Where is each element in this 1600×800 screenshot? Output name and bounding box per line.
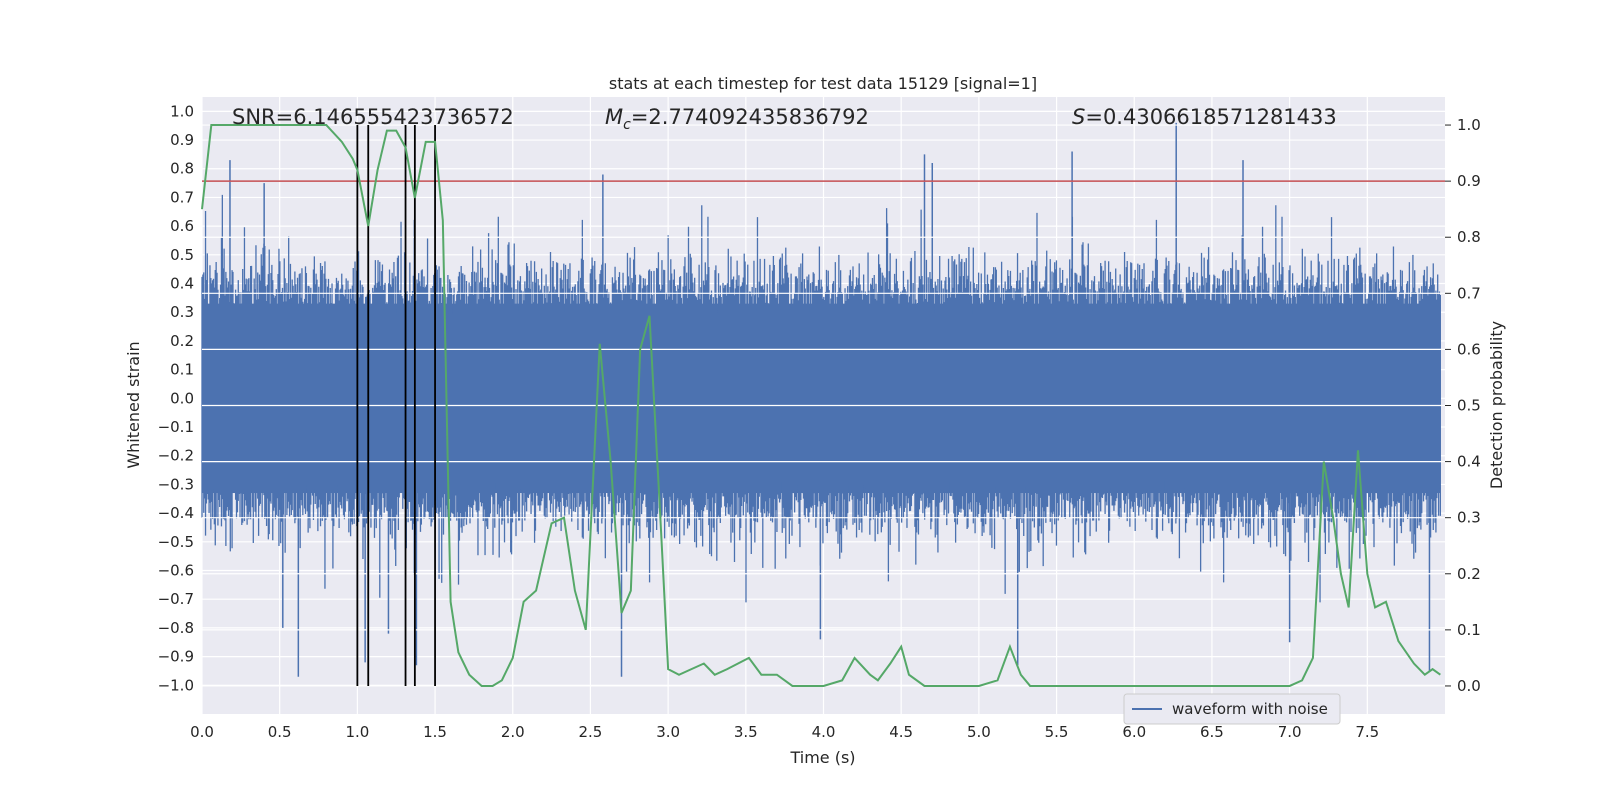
y-left-tick-label: 0.1	[170, 361, 194, 379]
x-tick-label: 0.5	[268, 723, 292, 741]
y-left-tick-label: 1.0	[170, 102, 194, 120]
x-tick-label: 5.5	[1045, 723, 1069, 741]
s-annotation: S=0.4306618571281433	[1072, 105, 1337, 129]
y-left-tick-label: 0.4	[170, 275, 194, 293]
chirp-mass-subscript: c	[623, 117, 631, 133]
snr-annotation: SNR=6.146555423736572	[232, 105, 514, 129]
y-left-tick-label: −0.4	[158, 504, 194, 522]
x-tick-label: 1.0	[345, 723, 369, 741]
y-left-tick-label: −0.6	[158, 562, 194, 580]
y-left-tick-label: 0.9	[170, 131, 194, 149]
x-tick-label: 7.0	[1278, 723, 1302, 741]
y-right-tick-label: 0.7	[1457, 284, 1481, 302]
chart-title: stats at each timestep for test data 151…	[609, 74, 1037, 93]
x-tick-label: 6.0	[1122, 723, 1146, 741]
x-tick-label: 0.0	[190, 723, 214, 741]
s-value: =0.4306618571281433	[1085, 105, 1336, 129]
x-tick-label: 4.5	[889, 723, 913, 741]
y-left-tick-label: 0.6	[170, 217, 194, 235]
y-right-tick-label: 0.4	[1457, 453, 1481, 471]
y-right-tick-label: 0.2	[1457, 565, 1481, 583]
detection-probability-line	[201, 124, 1441, 687]
y-right-tick-label: 0.1	[1457, 621, 1481, 639]
y-left-tick-label: −0.8	[158, 619, 194, 637]
y-left-tick-label: −1.0	[158, 676, 194, 694]
x-tick-label: 5.0	[967, 723, 991, 741]
y-left-tick-label: 0.0	[170, 389, 194, 407]
y-left-tick-label: −0.1	[158, 418, 194, 436]
y-right-tick-label: 0.8	[1457, 228, 1481, 246]
y-axis-left-label: Whitened strain	[124, 341, 143, 468]
left-y-axis-ticks: 1.0 0.9 0.8 0.7 0.6 0.5 0.4 0.3 0.2 0.1 0.0 −0.1 −0.…	[158, 102, 194, 694]
s-symbol: S	[1072, 105, 1085, 129]
detection-probability-series	[201, 124, 1441, 687]
y-left-tick-label: 0.7	[170, 188, 194, 206]
x-tick-label: 3.0	[656, 723, 680, 741]
x-axis-label: Time (s)	[789, 748, 855, 767]
vertical-markers	[356, 125, 436, 686]
y-right-tick-label: 0.5	[1457, 397, 1481, 415]
waveform-noise	[201, 194, 1441, 603]
x-tick-label: 7.5	[1355, 723, 1379, 741]
y-right-tick-label: 0.0	[1457, 677, 1481, 695]
legend-box	[1123, 693, 1341, 725]
legend: waveform with noise	[1123, 693, 1341, 725]
y-left-tick-label: 0.8	[170, 160, 194, 178]
x-tick-label: 2.0	[501, 723, 525, 741]
y-left-tick-label: 0.5	[170, 246, 194, 264]
legend-label: waveform with noise	[1172, 700, 1328, 718]
y-left-tick-label: 0.3	[170, 303, 194, 321]
y-left-tick-label: −0.9	[158, 648, 194, 666]
x-axis-ticks: 0.0 0.5 1.0 1.5 2.0 2.5 3.0 3.5 4.0 4.5 5.0 5.5 6.0 6…	[190, 723, 1379, 741]
y-right-tick-label: 0.9	[1457, 172, 1481, 190]
x-tick-label: 1.5	[423, 723, 447, 741]
x-tick-label: 2.5	[579, 723, 603, 741]
y-right-tick-label: 1.0	[1457, 116, 1481, 134]
y-right-tick-label: 0.6	[1457, 340, 1481, 358]
y-left-tick-label: −0.5	[158, 533, 194, 551]
y-left-tick-label: 0.2	[170, 332, 194, 350]
y-left-tick-label: −0.7	[158, 590, 194, 608]
right-y-axis-ticks: 1.0 0.9 0.8 0.7 0.6 0.5 0.4 0.3 0.2 0.1 0.0	[1445, 116, 1481, 695]
x-tick-label: 6.5	[1200, 723, 1224, 741]
y-left-tick-label: −0.2	[158, 447, 194, 465]
chirp-mass-symbol: M	[605, 105, 623, 129]
y-left-tick-label: −0.3	[158, 475, 194, 493]
chirp-mass-annotation: Mc=2.774092435836792	[605, 105, 869, 133]
y-axis-right-label: Detection probability	[1487, 321, 1506, 489]
chirp-mass-value: =2.774092435836792	[631, 105, 869, 129]
x-tick-label: 4.0	[812, 723, 836, 741]
y-right-tick-label: 0.3	[1457, 509, 1481, 527]
x-tick-label: 3.5	[734, 723, 758, 741]
